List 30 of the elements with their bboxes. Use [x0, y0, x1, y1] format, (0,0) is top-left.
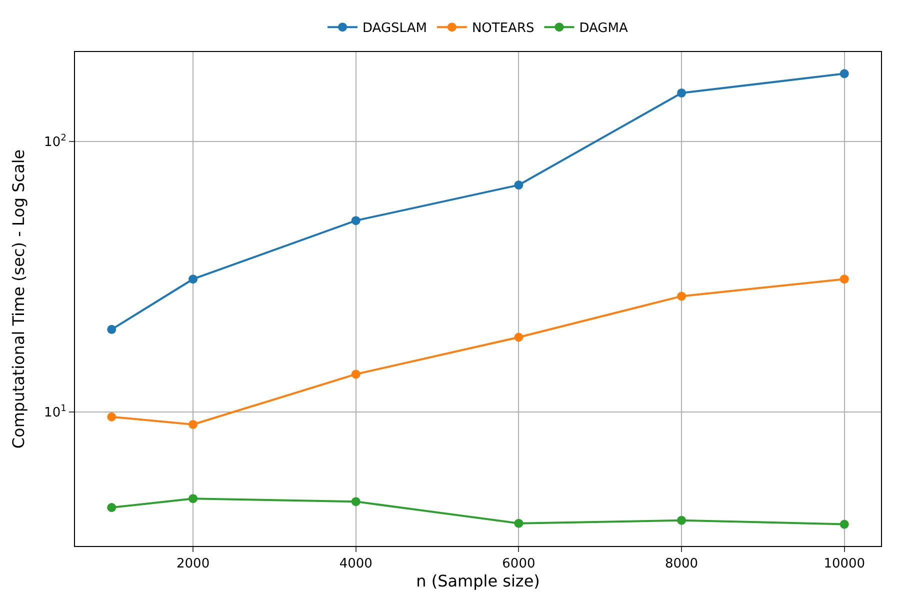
point — [840, 69, 849, 78]
legend-label: NOTEARS — [472, 21, 534, 36]
point — [840, 520, 849, 529]
point — [351, 370, 360, 379]
y-axis-title: Computational Time (sec) - Log Scale — [8, 149, 28, 449]
point — [514, 180, 524, 190]
point — [514, 332, 524, 342]
point — [514, 518, 524, 528]
x-tick-label: 10000 — [824, 556, 866, 572]
x-tick-label: 4000 — [339, 556, 372, 572]
point — [188, 494, 198, 504]
point — [677, 88, 686, 98]
legend-label: DAGSLAM — [362, 21, 427, 36]
point — [188, 420, 198, 429]
point — [351, 497, 360, 506]
point — [677, 292, 686, 301]
point — [107, 503, 116, 512]
y-tick-label: 10$^{2}$ — [44, 134, 66, 150]
point — [188, 274, 198, 284]
point — [677, 516, 686, 525]
y-tick-label: 10$^{1}$ — [44, 404, 66, 421]
x-tick-label: 8000 — [664, 556, 698, 572]
point — [107, 324, 116, 334]
legend-label: DAGMA — [579, 21, 628, 36]
x-axis-title: n (Sample size) — [416, 572, 540, 591]
point — [351, 216, 360, 226]
point — [107, 412, 116, 422]
point — [840, 274, 849, 284]
x-tick-label: 2000 — [176, 556, 210, 572]
x-tick-label: 6000 — [502, 556, 536, 572]
